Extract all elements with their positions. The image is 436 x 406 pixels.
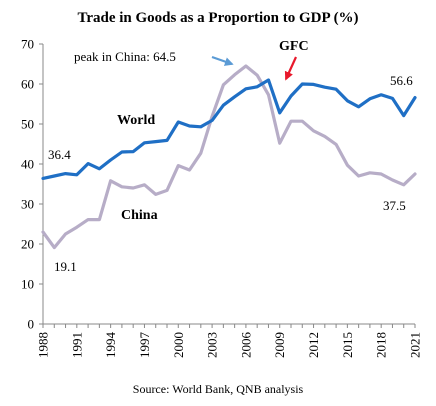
- series-line-china: [41, 64, 417, 250]
- series-label-china: China: [121, 208, 158, 223]
- y-tick-label: 50: [21, 117, 34, 132]
- data-label-world-end: 56.6: [390, 73, 413, 88]
- data-label-china-min: 19.1: [54, 259, 77, 274]
- x-tick-label: 1988: [36, 332, 51, 358]
- y-tick-label: 0: [28, 317, 35, 332]
- peak-arrow: [211, 55, 234, 66]
- x-tick-label: 1997: [137, 332, 152, 359]
- y-tick-label: 20: [21, 237, 34, 252]
- y-tick-label: 10: [21, 277, 34, 292]
- x-tick-label: 2018: [374, 332, 389, 358]
- chart-title: Trade in Goods as a Proportion to GDP (%…: [77, 10, 358, 26]
- x-tick-label: 2021: [408, 332, 423, 358]
- annotation-peak-china: peak in China: 64.5: [74, 49, 176, 64]
- series-layer: [41, 64, 417, 250]
- x-tick-label: 1991: [69, 332, 84, 358]
- chart-source: Source: World Bank, QNB analysis: [133, 382, 304, 396]
- series-label-world: World: [117, 113, 155, 128]
- data-label-world-start: 36.4: [48, 147, 71, 162]
- x-tick-label: 2012: [306, 332, 321, 358]
- y-tick-label: 60: [21, 77, 34, 92]
- y-tick-label: 30: [21, 197, 34, 212]
- x-tick-label: 2015: [340, 332, 355, 358]
- x-tick-label: 2003: [205, 332, 220, 358]
- data-label-china-end: 37.5: [383, 198, 406, 213]
- annotation-layer: peak in China: 64.5 GFC 36.4 19.1 56.6 3…: [48, 39, 413, 274]
- x-tick-label: 2006: [238, 332, 253, 359]
- x-tick-label: 2000: [171, 332, 186, 358]
- y-tick-label: 70: [21, 37, 34, 52]
- x-tick-label: 1994: [103, 332, 118, 359]
- y-tick-label: 40: [21, 157, 34, 172]
- x-tick-label: 2009: [272, 332, 287, 358]
- axes: 0 10 20 30 40 50 60 70 1988 1991 1994 1997 2000 2003 2…: [21, 37, 423, 359]
- annotation-gfc: GFC: [279, 39, 309, 54]
- gfc-arrow: [284, 56, 298, 81]
- series-line-world: [41, 78, 417, 180]
